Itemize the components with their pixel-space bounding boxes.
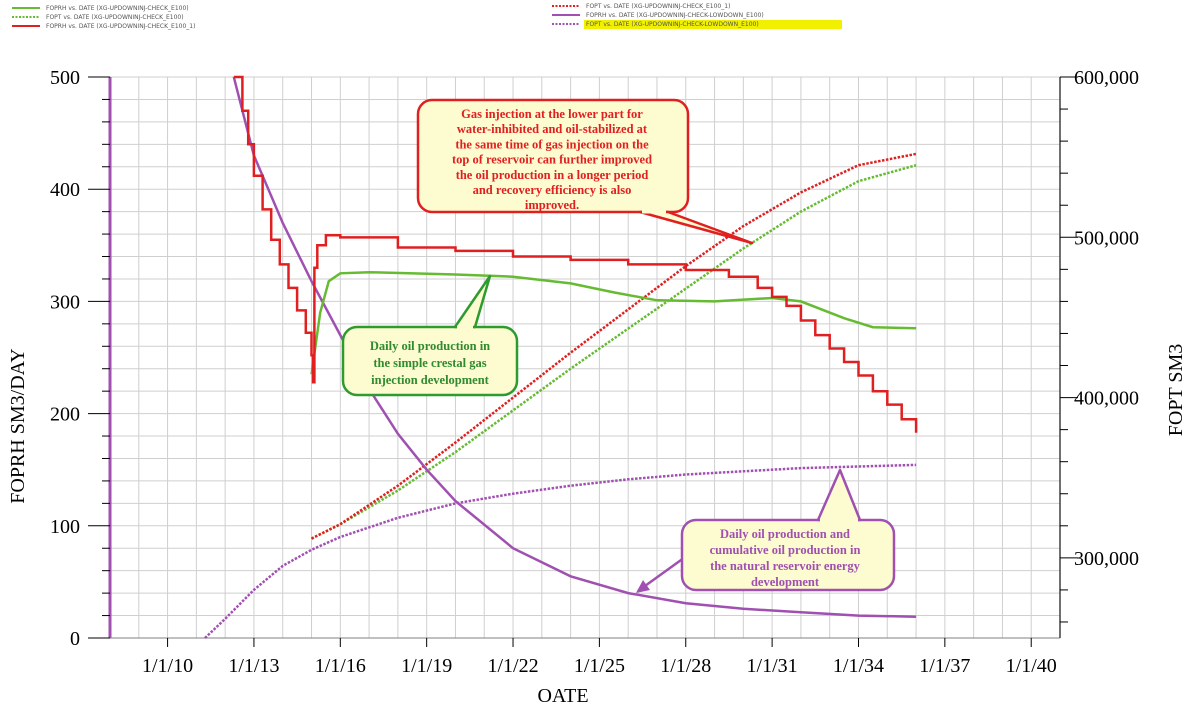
- y-tick-label: 500: [50, 67, 80, 89]
- x-tick-label: 1/1/19: [401, 655, 452, 677]
- legend-label: FOPRH vs. DATE (XG-UPDOWNINJ-CHECK_E100): [46, 5, 189, 12]
- callout-text-line: the natural reservoir energy: [710, 559, 861, 573]
- legend-highlight: [584, 20, 842, 29]
- legend-label: FOPT vs. DATE (XG-UPDOWNINJ-CHECK-LOWDOW…: [586, 21, 759, 28]
- y2-tick-label: 500,000: [1074, 227, 1139, 249]
- y-axis-title: FOPRH SM3/DAY: [7, 348, 29, 503]
- series-line-2: [310, 152, 917, 540]
- callout-text-line: water-inhibited and oil-stabilized at: [457, 122, 648, 136]
- callout-text-line: injection development: [371, 373, 490, 387]
- x-axis-title: OATE: [537, 685, 588, 707]
- callouts: Gas injection at the lower part forwater…: [341, 98, 896, 593]
- callout-text-line: the same time of gas injection on the: [455, 137, 649, 151]
- x-tick-label: 1/1/16: [315, 655, 366, 677]
- series-line-6: [233, 75, 918, 433]
- callout-box: [341, 325, 519, 397]
- y2-tick-label: 600,000: [1074, 67, 1139, 89]
- x-tick-label: 1/1/22: [487, 655, 538, 677]
- y-tick-label: 0: [70, 628, 80, 650]
- y2-tick-label: 300,000: [1074, 548, 1139, 570]
- callout-text-line: Gas injection at the lower part for: [461, 107, 643, 121]
- callout-text-line: Daily oil production in: [370, 339, 490, 353]
- x-tick-label: 1/1/34: [833, 655, 884, 677]
- callout-text-line: the oil production in a longer period: [456, 168, 649, 182]
- legend-label: FOPRH vs. DATE (XG-UPDOWNINJ-CHECK-LOWDO…: [586, 12, 764, 19]
- series-line-4: [232, 76, 917, 618]
- x-tick-label: 1/1/25: [574, 655, 625, 677]
- callout-text-line: and recovery efficiency is also: [473, 183, 632, 197]
- x-tick-label: 1/1/10: [142, 655, 193, 677]
- y-tick-label: 200: [50, 404, 80, 426]
- callout-arrowhead: [636, 580, 650, 593]
- x-tick-label: 1/1/28: [660, 655, 711, 677]
- callout-text-line: development: [751, 575, 820, 589]
- callout-text-line: top of reservoir can further improved: [452, 153, 652, 167]
- y-tick-label: 100: [50, 516, 80, 538]
- x-tick-label: 1/1/40: [1006, 655, 1057, 677]
- x-tick-label: 1/1/31: [747, 655, 798, 677]
- legend-label: FOPRH vs. DATE (XG-UPDOWNINJ-CHECK_E100_…: [46, 23, 195, 30]
- series-line-5: [310, 270, 917, 375]
- x-tick-label: 1/1/37: [919, 655, 970, 677]
- callout-text-line: Daily oil production and: [720, 527, 850, 541]
- callout-text-line: improved.: [525, 198, 579, 212]
- legend-label: FOPT vs. DATE (XG-UPDOWNINJ-CHECK_E100_1…: [586, 3, 730, 10]
- callout-pointer: [816, 468, 862, 522]
- series-layer: [204, 75, 918, 639]
- callout-text-line: cumulative oil production in: [710, 543, 861, 557]
- y-tick-label: 300: [50, 291, 80, 313]
- callout-box: [416, 98, 690, 214]
- axes: 0 100 200 300 400 500 300,000 400,000 500,000 600…: [50, 67, 1139, 677]
- series-line-3: [204, 463, 917, 639]
- y-tick-label: 400: [50, 179, 80, 201]
- callout-box: [680, 518, 896, 592]
- y2-axis-title: FOPT SM3: [1165, 344, 1184, 436]
- x-tick-label: 1/1/13: [228, 655, 279, 677]
- y2-tick-label: 400,000: [1074, 388, 1139, 410]
- callout-text-line: the simple crestal gas: [373, 356, 486, 370]
- series-line-1: [310, 163, 917, 540]
- legend: FOPRH vs. DATE (XG-UPDOWNINJ-CHECK_E100)…: [12, 3, 842, 30]
- legend-label: FOPT vs. DATE (XG-UPDOWNINJ-CHECK_E100): [46, 14, 184, 21]
